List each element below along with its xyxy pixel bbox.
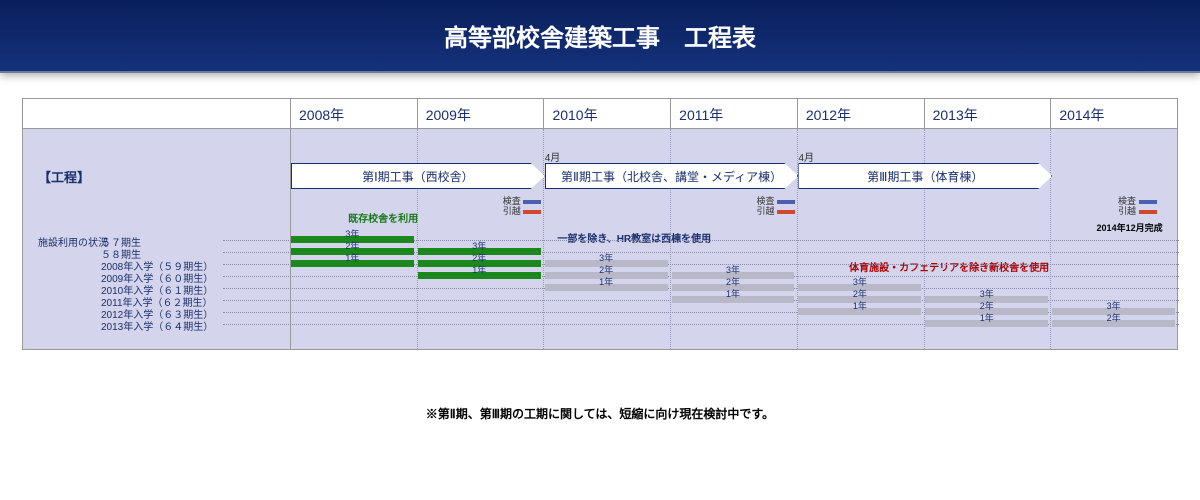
bar-label: 1年: [291, 251, 414, 264]
year-header: 2012年: [798, 99, 925, 128]
year-header: 2013年: [925, 99, 1052, 128]
inspection-marker: 検査 引越: [503, 196, 542, 216]
gantt-chart: 2008年2009年2010年2011年2012年2013年2014年 【工程】…: [22, 98, 1178, 350]
bar-label: 1年: [545, 275, 668, 288]
section-label: 【工程】: [38, 167, 90, 186]
bar-label: 1年: [925, 311, 1048, 324]
note: 一部を除き、HR教室は西棟を使用: [557, 230, 711, 245]
month-label: 4月: [798, 149, 814, 164]
label-column-header: [23, 99, 291, 128]
year-header: 2008年: [291, 99, 418, 128]
note: 体育施設・カフェテリアを除き新校舎を使用: [849, 259, 1049, 274]
page-title: 高等部校舎建築工事 工程表: [0, 0, 1200, 73]
phase-bar: 第Ⅱ期工事（北校舎、講堂・メディア棟）: [545, 163, 799, 189]
cohort-label: 2013年入学（６４期生）: [101, 318, 213, 333]
bar-label: 2年: [1052, 311, 1175, 324]
inspection-marker: 検査 引越: [1118, 196, 1157, 216]
bar-label: 1年: [418, 263, 541, 276]
year-header: 2010年: [544, 99, 671, 128]
year-header: 2011年: [671, 99, 798, 128]
footnote: ※第Ⅱ期、第Ⅲ期の工期に関しては、短縮に向け現在検討中です。: [0, 405, 1200, 422]
bar-label: 1年: [672, 287, 795, 300]
phase-bar: 第Ⅲ期工事（体育棟）: [798, 163, 1052, 189]
year-header: 2009年: [418, 99, 545, 128]
existing-label: 既存校舎を利用: [348, 210, 418, 225]
month-label: 4月: [545, 149, 561, 164]
chart-body: 【工程】 第Ⅰ期工事（西校舎）4月第Ⅱ期工事（北校舎、講堂・メディア棟）4月第Ⅲ…: [23, 129, 1177, 349]
year-header: 2014年: [1051, 99, 1177, 128]
bar-label: 1年: [798, 299, 921, 312]
completion-label: 2014年12月完成: [1097, 221, 1163, 234]
utilization-label: 施設利用の状況: [38, 234, 108, 249]
inspection-marker: 検査 引越: [756, 196, 795, 216]
phase-bar: 第Ⅰ期工事（西校舎）: [291, 163, 545, 189]
year-header-row: 2008年2009年2010年2011年2012年2013年2014年: [23, 99, 1177, 129]
